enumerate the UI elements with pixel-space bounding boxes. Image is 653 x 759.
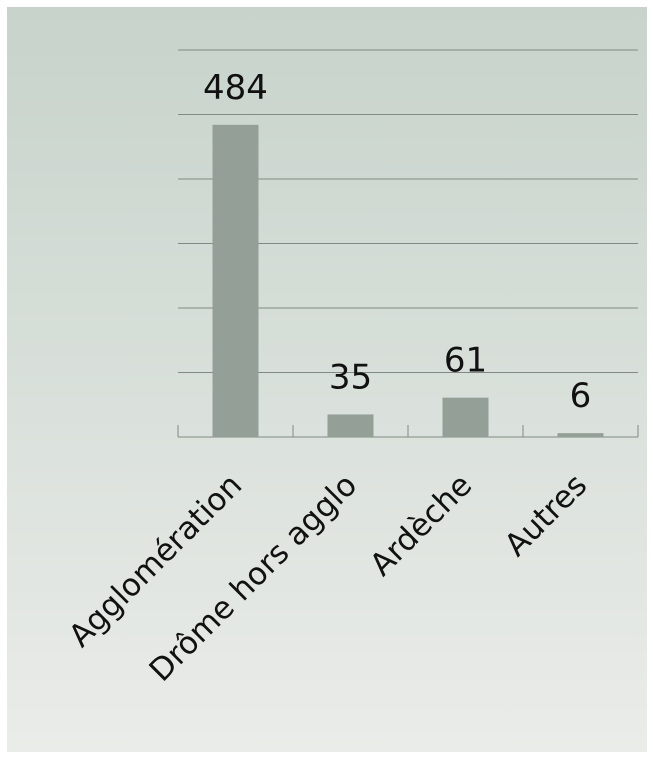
data-label: 484 <box>203 68 268 108</box>
data-label: 6 <box>570 376 592 416</box>
bar <box>327 414 374 437</box>
chart-background <box>7 7 647 752</box>
data-label: 35 <box>329 357 372 397</box>
data-label: 61 <box>444 341 487 381</box>
bar <box>442 397 489 437</box>
bar <box>212 124 259 437</box>
bar <box>557 433 604 437</box>
